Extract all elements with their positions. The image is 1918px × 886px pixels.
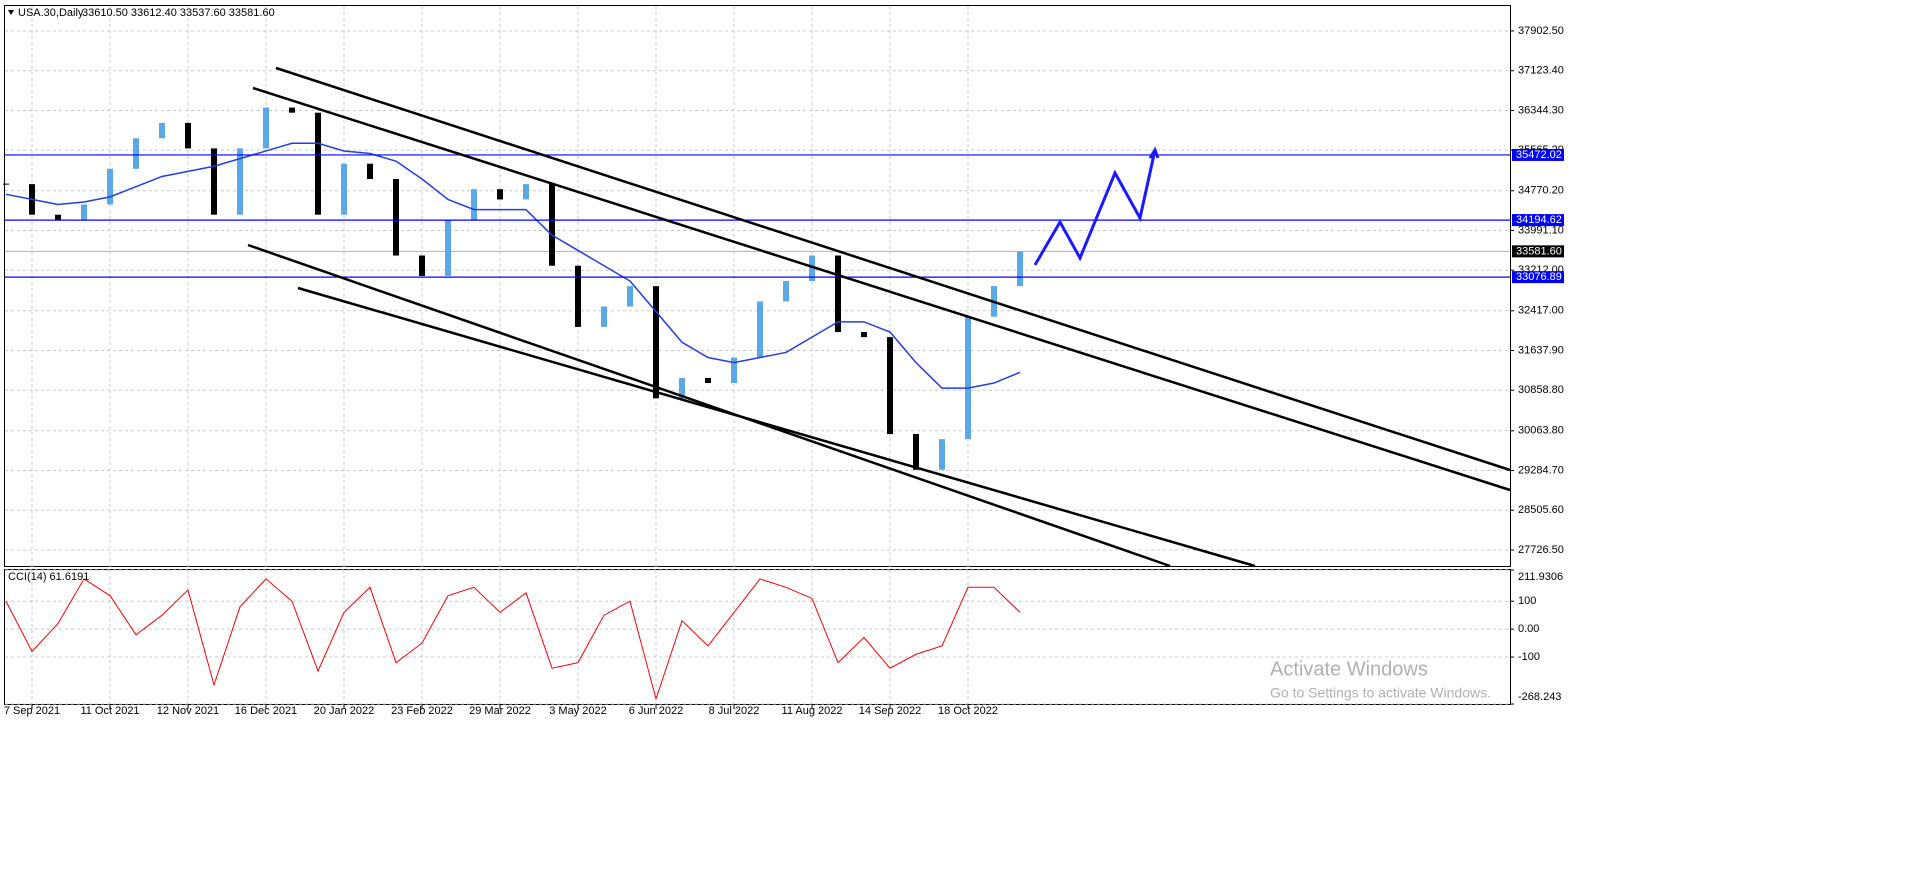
candle [809,255,815,282]
candle [705,377,711,384]
price-panel [4,5,1511,567]
candle [133,138,139,169]
x-tick-label: 8 Jul 2022 [709,705,760,717]
hand-drawing [1033,146,1160,266]
candle [549,184,555,266]
y-tick-label: 33991.10 [1518,224,1564,236]
trendlines [247,66,1511,568]
candle [835,255,841,333]
y-tick-label: 30858.80 [1518,384,1564,396]
indicator-title: CCI(14) 61.6191 [8,571,89,583]
candle [783,281,789,302]
y-tick-label: 30063.80 [1518,425,1564,437]
y-tick-label: 29284.70 [1518,464,1564,476]
y-tick-label: 100 [1518,595,1536,607]
channel-line [297,286,1256,568]
candle [55,214,61,220]
candle [211,148,217,215]
candle [913,434,919,470]
candle [445,219,451,276]
channel-line [275,66,1511,472]
candle [419,255,425,276]
candle [159,122,165,139]
channel-line [252,86,1511,492]
current-price-label: 33581.60 [1516,245,1562,257]
x-tick-label: 7 Sep 2021 [4,705,60,717]
dropdown-arrow [8,10,14,15]
candle [757,301,763,358]
x-tick-label: 6 Jun 2022 [629,705,683,717]
x-tick-label: 20 Jan 2022 [314,705,375,717]
level-label-box [1512,214,1564,227]
candle [289,107,295,113]
y-tick-label: 36344.30 [1518,104,1564,116]
y-tick-label: 37902.50 [1518,25,1564,37]
candle [107,168,113,205]
moving-average [5,142,1021,389]
candle [393,179,399,256]
ohlc-text: 33610.50 33612.40 33537.60 33581.60 [82,7,275,19]
candle [263,107,269,149]
current-price-box [1512,245,1564,258]
x-tick-label: 11 Aug 2022 [782,705,843,717]
y-tick-label: -268.243 [1518,691,1561,703]
watermark-subtitle: Go to Settings to activate Windows. [1270,685,1491,701]
y-tick-label: 32417.00 [1518,305,1564,317]
candle [653,286,659,399]
candle [237,148,243,215]
candle [731,357,737,384]
candle [627,286,633,307]
candle [471,189,477,220]
x-tick-label: 3 May 2022 [549,705,606,717]
symbol-title: USA.30,Daily [18,7,84,19]
candle [1017,251,1023,287]
candle [367,163,373,180]
candle [679,377,685,399]
candle [575,265,581,327]
candle [965,316,971,440]
candle [887,337,893,435]
candle [497,189,503,200]
candle [601,306,607,327]
x-tick-label: 18 Oct 2022 [938,705,998,717]
level-label: 33076.89 [1516,271,1562,283]
x-tick-label: 16 Dec 2021 [235,705,297,717]
y-tick-label: 27726.50 [1518,544,1564,556]
watermark-title: Activate Windows [1270,658,1428,680]
level-label: 34194.62 [1516,214,1562,226]
channel-line [247,243,1171,568]
x-tick-label: 29 Mar 2022 [469,705,531,717]
indicator-line [5,578,1021,701]
candle [81,204,87,220]
x-tick-label: 23 Feb 2022 [391,705,453,717]
level-label-box [1512,148,1564,161]
x-tick-label: 11 Oct 2021 [80,705,139,717]
candle [185,122,191,149]
candle [939,439,945,470]
level-label: 35472.02 [1516,149,1562,161]
y-tick-label: 34770.20 [1518,185,1564,197]
y-tick-label: -100 [1518,651,1540,663]
x-tick-label: 14 Sep 2022 [859,705,921,717]
y-tick-label: 0.00 [1518,623,1539,635]
y-tick-label: 31637.90 [1518,344,1564,356]
candle [523,184,529,200]
y-tick-label: 28505.60 [1518,504,1564,516]
x-tick-label: 12 Nov 2021 [157,705,219,717]
candle [315,112,321,215]
candle [341,163,347,215]
y-tick-label: 37123.40 [1518,65,1564,77]
level-label-box [1512,271,1564,284]
candle [861,332,867,338]
y-tick-label: 211.9306 [1518,571,1563,583]
